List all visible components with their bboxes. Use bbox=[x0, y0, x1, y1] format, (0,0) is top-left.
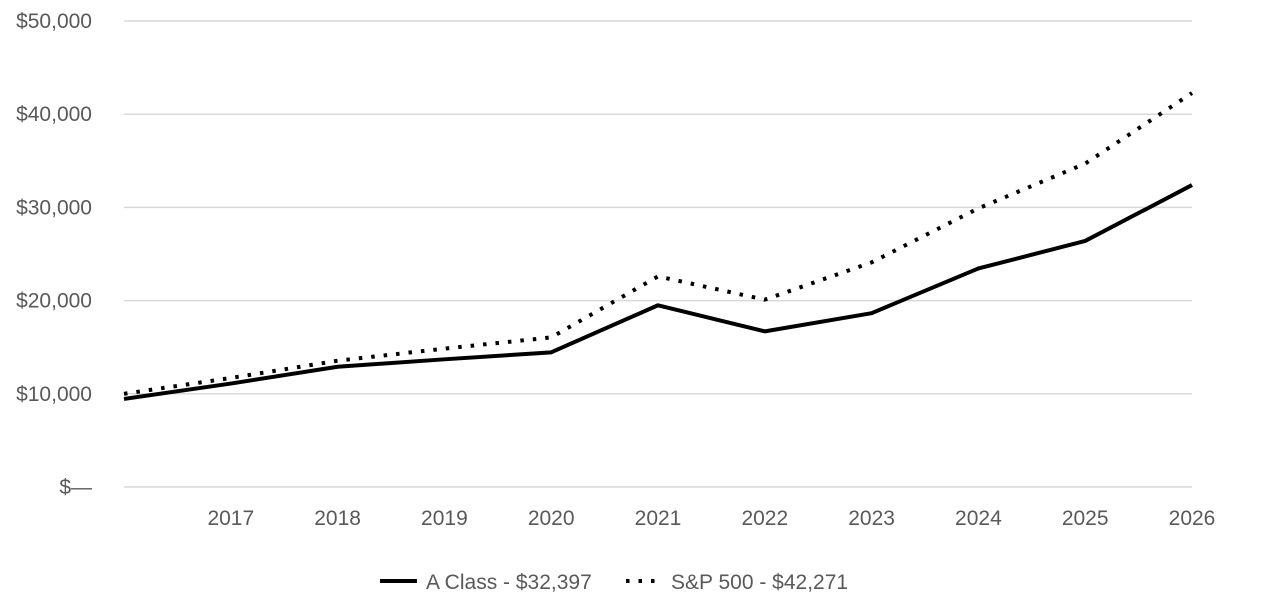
legend-item: A Class - $32,397 bbox=[380, 571, 592, 594]
series-line-sp500 bbox=[123, 91, 1194, 396]
y-tick-label: $50,000 bbox=[16, 10, 92, 33]
y-tick-label: $40,000 bbox=[16, 103, 92, 126]
legend-label: S&P 500 - $42,271 bbox=[671, 571, 848, 594]
legend-item: S&P 500 - $42,271 bbox=[626, 571, 848, 594]
gridlines bbox=[124, 20, 1192, 488]
x-tick-label: 2020 bbox=[528, 507, 575, 530]
x-tick-label: 2017 bbox=[207, 507, 254, 530]
legend: A Class - $32,397 S&P 500 - $42,271 bbox=[380, 571, 848, 594]
y-tick-label: $10,000 bbox=[16, 383, 92, 406]
x-tick-label: 2023 bbox=[848, 507, 895, 530]
series-line-a-class bbox=[123, 183, 1193, 401]
x-tick-label: 2019 bbox=[421, 507, 468, 530]
x-tick-label: 2025 bbox=[1062, 507, 1109, 530]
x-tick-label: 2021 bbox=[635, 507, 682, 530]
y-tick-label: $20,000 bbox=[16, 290, 92, 313]
x-tick-label: 2022 bbox=[741, 507, 788, 530]
legend-label: A Class - $32,397 bbox=[426, 571, 592, 594]
x-tick-label: 2018 bbox=[314, 507, 361, 530]
y-tick-label: $— bbox=[59, 476, 92, 499]
x-tick-label: 2026 bbox=[1169, 507, 1216, 530]
x-tick-label: 2024 bbox=[955, 507, 1002, 530]
y-tick-label: $30,000 bbox=[16, 196, 92, 219]
y-axis-ticks: $— $10,000 $20,000 $30,000 $40,000 $50,000 bbox=[16, 10, 92, 499]
series-lines bbox=[123, 91, 1194, 401]
x-axis-ticks: 2017 2018 2019 2020 2021 2022 2023 2024 2025 2026 bbox=[207, 507, 1215, 530]
